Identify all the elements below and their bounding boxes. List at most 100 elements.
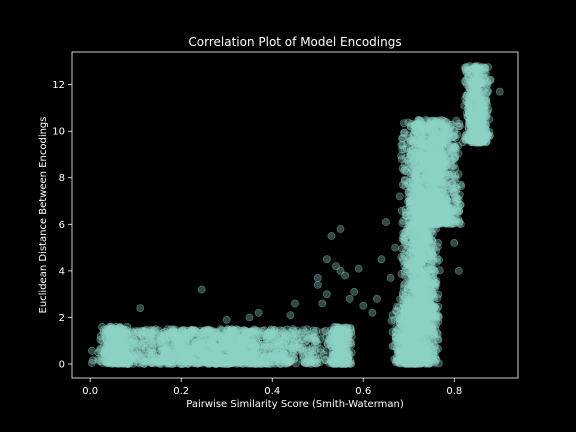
data-point: [254, 327, 263, 335]
data-point: [311, 346, 320, 355]
data-point: [440, 131, 448, 139]
data-point: [423, 319, 432, 328]
data-point: [427, 136, 435, 145]
data-point: [422, 116, 431, 124]
data-point: [430, 143, 439, 152]
data-point: [411, 309, 420, 318]
data-point: [426, 331, 434, 340]
data-point: [260, 341, 269, 349]
data-point: [88, 346, 96, 355]
data-point: [346, 324, 355, 333]
data-point: [408, 267, 417, 276]
data-point: [139, 327, 148, 336]
data-point: [401, 228, 410, 236]
data-point: [406, 322, 415, 331]
data-point: [417, 157, 426, 165]
data-point: [247, 345, 256, 354]
data-point: [223, 325, 232, 333]
data-point: [433, 243, 442, 251]
data-point: [192, 350, 201, 359]
data-point: [429, 169, 437, 178]
data-point: [397, 151, 406, 160]
data-point: [418, 268, 427, 277]
data-point: [395, 318, 404, 326]
data-point: [451, 144, 460, 153]
data-point: [243, 330, 251, 339]
data-point: [416, 208, 425, 217]
data-point: [269, 349, 278, 358]
data-point: [217, 359, 226, 368]
data-point: [404, 274, 413, 282]
data-point: [424, 280, 433, 289]
data-point: [397, 206, 406, 215]
data-point: [168, 337, 177, 346]
data-point: [424, 218, 433, 227]
data-point: [424, 233, 433, 241]
data-point: [433, 330, 442, 338]
data-point: [150, 326, 159, 335]
data-point: [113, 338, 122, 347]
data-point: [161, 331, 170, 340]
data-point: [108, 353, 117, 361]
data-point: [417, 216, 425, 225]
data-point: [279, 341, 288, 350]
data-point: [437, 195, 446, 204]
data-point: [409, 332, 418, 340]
data-point: [398, 219, 407, 228]
data-point: [238, 357, 247, 366]
data-point: [417, 123, 426, 132]
data-point: [400, 128, 409, 137]
data-point: [420, 309, 429, 318]
data-point: [207, 339, 216, 347]
data-point: [412, 297, 420, 305]
data-point: [405, 254, 413, 263]
data-point: [338, 346, 347, 354]
data-point: [441, 155, 449, 164]
data-point: [315, 358, 324, 367]
data-point: [455, 219, 464, 228]
data-point: [309, 332, 318, 341]
data-point: [391, 328, 400, 337]
data-point: [115, 354, 124, 363]
data-point: [254, 336, 262, 345]
data-point: [299, 346, 308, 355]
data-point: [120, 326, 128, 334]
data-point: [436, 179, 445, 188]
data-point: [451, 196, 460, 205]
data-point: [430, 119, 439, 128]
data-point: [262, 331, 271, 340]
data-point: [423, 151, 432, 160]
data-point: [246, 337, 255, 345]
data-point: [329, 360, 338, 368]
data-point: [416, 248, 425, 257]
data-point: [129, 336, 138, 344]
data-point: [170, 351, 178, 360]
data-point: [339, 355, 348, 364]
data-point: [224, 340, 232, 348]
data-point: [330, 351, 339, 360]
data-point: [451, 182, 460, 191]
data-point: [299, 326, 308, 335]
data-point: [272, 341, 281, 350]
data-point: [418, 353, 427, 362]
data-point: [429, 265, 437, 274]
data-point: [318, 328, 327, 336]
data-point: [435, 204, 444, 213]
data-point: [157, 338, 166, 346]
data-point: [429, 192, 437, 201]
data-point: [418, 174, 426, 183]
data-point: [196, 340, 205, 349]
data-point: [427, 126, 435, 135]
data-point: [414, 283, 423, 292]
data-point: [302, 359, 311, 368]
data-point: [425, 338, 434, 347]
data-point: [426, 252, 435, 261]
data-point: [415, 149, 424, 157]
data-point: [291, 340, 300, 349]
data-point: [196, 333, 205, 342]
data-point: [270, 357, 279, 365]
data-point: [211, 332, 220, 341]
data-point: [236, 342, 245, 351]
